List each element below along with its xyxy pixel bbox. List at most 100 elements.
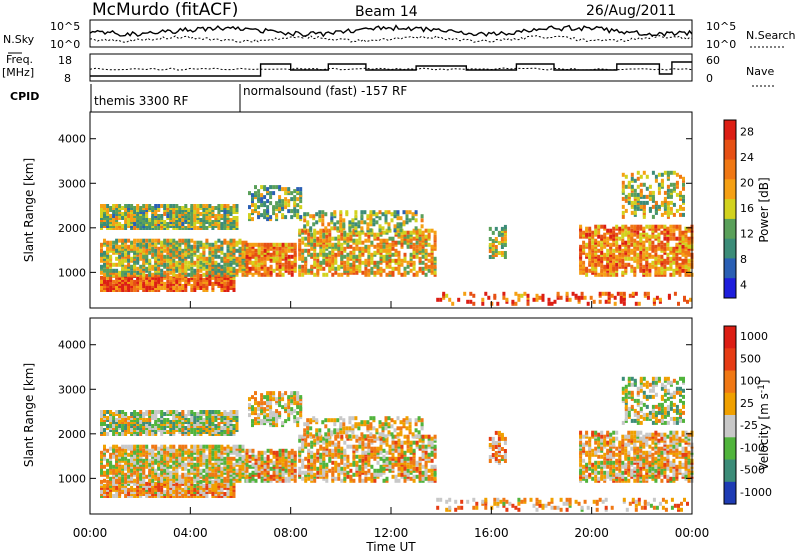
power-echo-cell — [130, 204, 134, 208]
power-echo-cell — [331, 256, 335, 261]
power-echo-cell — [604, 291, 608, 296]
power-echo-cell — [358, 240, 362, 245]
velocity-echo-cell — [160, 450, 164, 455]
power-echo-cell — [118, 254, 122, 259]
power-echo-cell — [184, 226, 188, 230]
power-echo-cell — [307, 236, 311, 241]
power-echo-cell — [687, 258, 691, 263]
power-echo-cell — [390, 218, 394, 223]
velocity-echo-cell — [193, 456, 197, 461]
power-echo-cell — [169, 284, 173, 288]
power-echo-cell — [642, 170, 646, 175]
power-echo-cell — [151, 272, 155, 277]
velocity-echo-cell — [281, 462, 285, 467]
power-echo-cell — [229, 266, 233, 271]
power-echo-cell — [275, 246, 279, 251]
power-echo-cell — [325, 228, 329, 233]
power-echo-cell — [364, 270, 368, 275]
velocity-echo-cell — [103, 444, 106, 449]
power-echo-cell — [339, 218, 343, 223]
velocity-echo-cell — [127, 444, 131, 449]
velocity-echo-cell — [266, 401, 270, 406]
power-echo-cell — [136, 212, 140, 216]
velocity-echo-cell — [226, 464, 230, 469]
power-echo-cell — [421, 260, 425, 265]
velocity-echo-cell — [175, 494, 179, 498]
power-echo-cell — [124, 204, 128, 208]
power-echo-cell — [630, 172, 634, 177]
velocity-echo-cell — [109, 476, 113, 481]
freq-panel: Freq. [MHz] 18 8 60 0 Nave — [2, 53, 776, 87]
power-echo-cell — [427, 232, 431, 237]
power-echo-cell — [172, 277, 176, 282]
power-echo-cell — [615, 232, 619, 237]
velocity-echo-cell — [139, 448, 143, 453]
power-echo-cell — [109, 206, 113, 210]
velocity-echo-cell — [145, 490, 149, 494]
power-echo-cell — [226, 281, 230, 286]
power-echo-cell — [360, 226, 364, 231]
power-echo-cell — [169, 238, 173, 243]
power-echo-cell — [672, 228, 676, 233]
power-echo-cell — [481, 297, 485, 302]
velocity-echo-cell — [124, 412, 128, 416]
power-echo-cell — [657, 204, 661, 209]
power-echo-cell — [672, 236, 676, 241]
power-echo-cell — [663, 246, 667, 251]
power-echo-cell — [272, 205, 276, 210]
power-echo-cell — [336, 220, 340, 225]
velocity-echo-cell — [211, 472, 215, 477]
power-echo-cell — [352, 238, 356, 243]
power-echo-cell — [682, 198, 685, 203]
velocity-echo-cell — [208, 479, 212, 484]
velocity-echo-cell — [202, 418, 206, 422]
velocity-echo-cell — [290, 454, 294, 459]
power-echo-cell — [675, 208, 679, 213]
power-echo-cell — [333, 210, 337, 215]
velocity-echo-cell — [184, 426, 188, 430]
power-echo-cell — [334, 252, 338, 257]
power-echo-cell — [505, 297, 509, 302]
power-echo-cell — [299, 215, 303, 220]
power-echo-cell — [187, 224, 191, 228]
velocity-echo-cell — [151, 474, 155, 479]
power-echo-cell — [324, 226, 328, 231]
velocity-echo-cell — [124, 466, 128, 471]
power-echo-cell — [636, 258, 640, 263]
colorbar-tick-label: 4 — [740, 278, 747, 291]
power-echo-cell — [424, 254, 428, 259]
power-echo-cell — [133, 279, 137, 284]
power-echo-cell — [299, 191, 303, 196]
power-echo-cell — [681, 268, 685, 273]
power-echo-cell — [646, 295, 650, 300]
power-echo-cell — [672, 272, 676, 277]
power-echo-cell — [103, 204, 106, 208]
power-echo-cell — [511, 299, 515, 304]
power-echo-cell — [654, 224, 658, 229]
power-echo-cell — [298, 256, 302, 261]
power-echo-cell — [648, 184, 652, 189]
velocity-echo-cell — [172, 422, 176, 426]
velocity-echo-cell — [251, 456, 255, 461]
power-echo-cell — [651, 194, 655, 199]
velocity-echo-cell — [133, 490, 137, 494]
velocity-echo-cell — [202, 490, 206, 494]
power-echo-cell — [403, 230, 407, 235]
power-echo-cell — [588, 250, 592, 255]
power-echo-cell — [666, 210, 670, 215]
power-echo-cell — [627, 200, 631, 205]
velocity-echo-cell — [278, 391, 282, 396]
velocity-echo-cell — [145, 460, 149, 465]
power-echo-cell — [346, 236, 350, 241]
power-echo-cell — [624, 230, 628, 235]
velocity-echo-cell — [229, 432, 233, 436]
power-echo-cell — [677, 301, 680, 306]
power-echo-cell — [636, 184, 640, 189]
power-echo-cell — [278, 246, 282, 251]
velocity-echo-cell — [214, 430, 218, 434]
velocity-echo-cell — [275, 423, 279, 428]
velocity-echo-cell — [248, 448, 252, 453]
power-echo-cell — [205, 264, 209, 269]
velocity-echo-cell — [245, 458, 249, 463]
power-echo-cell — [645, 250, 649, 255]
